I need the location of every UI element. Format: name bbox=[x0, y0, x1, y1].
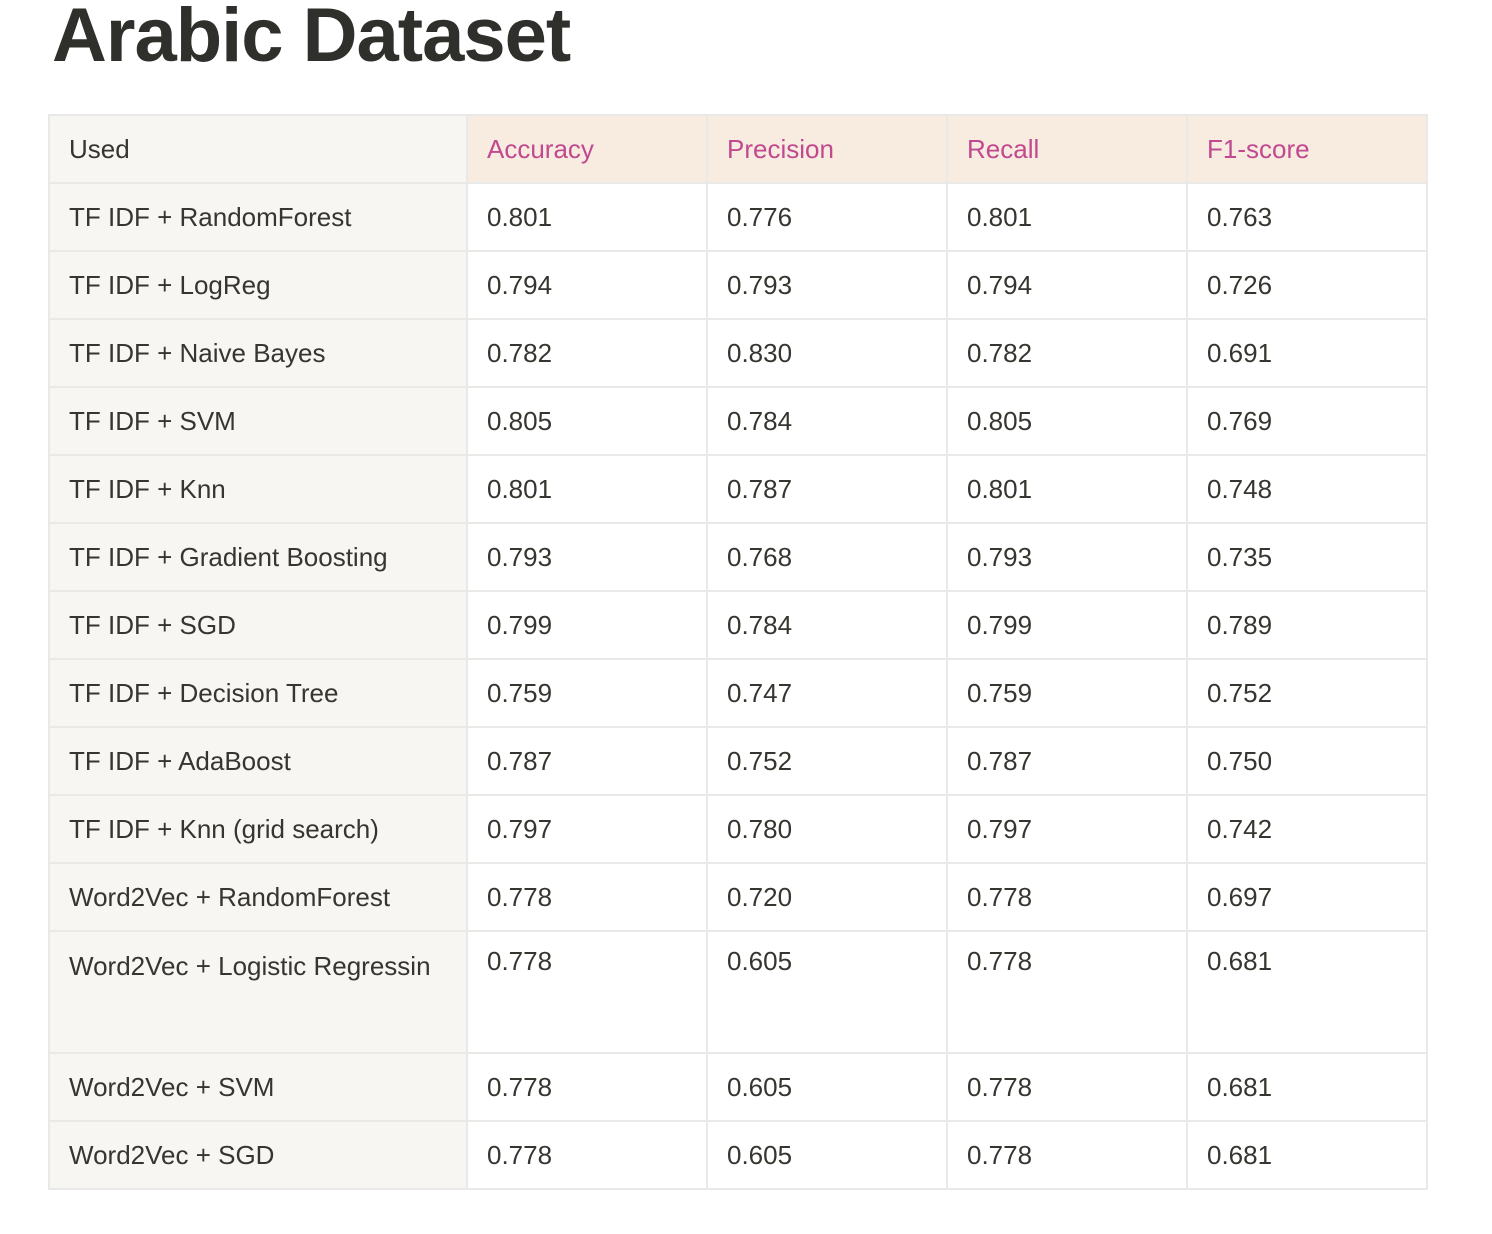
cell-f1-score[interactable]: 0.742 bbox=[1186, 794, 1428, 864]
cell-f1-score[interactable]: 0.726 bbox=[1186, 250, 1428, 320]
table-row: TF IDF + Knn (grid search) 0.797 0.780 0.79… bbox=[48, 794, 1428, 864]
cell-f1-score[interactable]: 0.691 bbox=[1186, 318, 1428, 388]
table-row: TF IDF + LogReg 0.794 0.793 0.794 0.726 bbox=[48, 250, 1428, 320]
cell-precision[interactable]: 0.784 bbox=[706, 386, 948, 456]
table-header-row: Used Accuracy Precision Recall F1-score bbox=[48, 114, 1428, 184]
cell-precision[interactable]: 0.605 bbox=[706, 930, 948, 1054]
column-header-used[interactable]: Used bbox=[48, 114, 468, 184]
cell-accuracy[interactable]: 0.799 bbox=[466, 590, 708, 660]
cell-recall[interactable]: 0.778 bbox=[946, 862, 1188, 932]
cell-accuracy[interactable]: 0.801 bbox=[466, 454, 708, 524]
cell-recall[interactable]: 0.801 bbox=[946, 182, 1188, 252]
cell-accuracy[interactable]: 0.778 bbox=[466, 1052, 708, 1122]
cell-recall[interactable]: 0.778 bbox=[946, 1120, 1188, 1190]
cell-method[interactable]: TF IDF + LogReg bbox=[48, 250, 468, 320]
cell-precision[interactable]: 0.752 bbox=[706, 726, 948, 796]
cell-recall[interactable]: 0.794 bbox=[946, 250, 1188, 320]
cell-method[interactable]: Word2Vec + SGD bbox=[48, 1120, 468, 1190]
table-row: TF IDF + AdaBoost 0.787 0.752 0.787 0.750 bbox=[48, 726, 1428, 796]
cell-recall[interactable]: 0.778 bbox=[946, 930, 1188, 1054]
cell-precision[interactable]: 0.768 bbox=[706, 522, 948, 592]
cell-precision[interactable]: 0.793 bbox=[706, 250, 948, 320]
column-header-recall[interactable]: Recall bbox=[946, 114, 1188, 184]
cell-f1-score[interactable]: 0.681 bbox=[1186, 1052, 1428, 1122]
table-row: Word2Vec + RandomForest 0.778 0.720 0.778 0.… bbox=[48, 862, 1428, 932]
cell-precision[interactable]: 0.720 bbox=[706, 862, 948, 932]
cell-accuracy[interactable]: 0.778 bbox=[466, 862, 708, 932]
cell-recall[interactable]: 0.782 bbox=[946, 318, 1188, 388]
cell-f1-score[interactable]: 0.681 bbox=[1186, 930, 1428, 1054]
cell-accuracy[interactable]: 0.759 bbox=[466, 658, 708, 728]
cell-recall[interactable]: 0.799 bbox=[946, 590, 1188, 660]
cell-f1-score[interactable]: 0.769 bbox=[1186, 386, 1428, 456]
cell-f1-score[interactable]: 0.763 bbox=[1186, 182, 1428, 252]
cell-recall[interactable]: 0.801 bbox=[946, 454, 1188, 524]
cell-precision[interactable]: 0.784 bbox=[706, 590, 948, 660]
cell-method[interactable]: Word2Vec + SVM bbox=[48, 1052, 468, 1122]
cell-method[interactable]: Word2Vec + RandomForest bbox=[48, 862, 468, 932]
cell-method[interactable]: TF IDF + SGD bbox=[48, 590, 468, 660]
cell-accuracy[interactable]: 0.782 bbox=[466, 318, 708, 388]
table-row: TF IDF + RandomForest 0.801 0.776 0.801 0.76… bbox=[48, 182, 1428, 252]
cell-f1-score[interactable]: 0.752 bbox=[1186, 658, 1428, 728]
table-row: Word2Vec + Logistic Regressin 0.778 0.605 0… bbox=[48, 930, 1428, 1054]
cell-recall[interactable]: 0.805 bbox=[946, 386, 1188, 456]
cell-precision[interactable]: 0.605 bbox=[706, 1052, 948, 1122]
cell-recall[interactable]: 0.797 bbox=[946, 794, 1188, 864]
cell-recall[interactable]: 0.787 bbox=[946, 726, 1188, 796]
cell-method[interactable]: TF IDF + Gradient Boosting bbox=[48, 522, 468, 592]
cell-accuracy[interactable]: 0.778 bbox=[466, 930, 708, 1054]
cell-method[interactable]: TF IDF + AdaBoost bbox=[48, 726, 468, 796]
cell-recall[interactable]: 0.759 bbox=[946, 658, 1188, 728]
table-row: TF IDF + SVM 0.805 0.784 0.805 0.769 bbox=[48, 386, 1428, 456]
column-header-precision[interactable]: Precision bbox=[706, 114, 948, 184]
cell-accuracy[interactable]: 0.797 bbox=[466, 794, 708, 864]
cell-precision[interactable]: 0.787 bbox=[706, 454, 948, 524]
cell-precision[interactable]: 0.830 bbox=[706, 318, 948, 388]
table-row: TF IDF + Gradient Boosting 0.793 0.768 0.79… bbox=[48, 522, 1428, 592]
cell-precision[interactable]: 0.747 bbox=[706, 658, 948, 728]
cell-f1-score[interactable]: 0.697 bbox=[1186, 862, 1428, 932]
cell-f1-score[interactable]: 0.735 bbox=[1186, 522, 1428, 592]
column-header-accuracy[interactable]: Accuracy bbox=[466, 114, 708, 184]
table-row: TF IDF + Knn 0.801 0.787 0.801 0.748 bbox=[48, 454, 1428, 524]
cell-precision[interactable]: 0.780 bbox=[706, 794, 948, 864]
cell-precision[interactable]: 0.776 bbox=[706, 182, 948, 252]
cell-f1-score[interactable]: 0.750 bbox=[1186, 726, 1428, 796]
cell-method[interactable]: TF IDF + Knn (grid search) bbox=[48, 794, 468, 864]
cell-method[interactable]: TF IDF + RandomForest bbox=[48, 182, 468, 252]
cell-recall[interactable]: 0.793 bbox=[946, 522, 1188, 592]
cell-f1-score[interactable]: 0.789 bbox=[1186, 590, 1428, 660]
cell-accuracy[interactable]: 0.787 bbox=[466, 726, 708, 796]
table-body: TF IDF + RandomForest 0.801 0.776 0.801 0.76… bbox=[48, 182, 1428, 1190]
cell-f1-score[interactable]: 0.681 bbox=[1186, 1120, 1428, 1190]
column-header-f1-score[interactable]: F1-score bbox=[1186, 114, 1428, 184]
table-row: TF IDF + Naive Bayes 0.782 0.830 0.782 0.691 bbox=[48, 318, 1428, 388]
cell-accuracy[interactable]: 0.778 bbox=[466, 1120, 708, 1190]
cell-method[interactable]: TF IDF + Decision Tree bbox=[48, 658, 468, 728]
cell-accuracy[interactable]: 0.793 bbox=[466, 522, 708, 592]
cell-f1-score[interactable]: 0.748 bbox=[1186, 454, 1428, 524]
cell-accuracy[interactable]: 0.794 bbox=[466, 250, 708, 320]
table-row: TF IDF + Decision Tree 0.759 0.747 0.759 0.7… bbox=[48, 658, 1428, 728]
cell-method[interactable]: TF IDF + Naive Bayes bbox=[48, 318, 468, 388]
cell-method[interactable]: TF IDF + SVM bbox=[48, 386, 468, 456]
page-title: Arabic Dataset bbox=[52, 0, 571, 78]
cell-accuracy[interactable]: 0.801 bbox=[466, 182, 708, 252]
cell-accuracy[interactable]: 0.805 bbox=[466, 386, 708, 456]
cell-precision[interactable]: 0.605 bbox=[706, 1120, 948, 1190]
results-table: Used Accuracy Precision Recall F1-score … bbox=[48, 114, 1428, 1190]
cell-recall[interactable]: 0.778 bbox=[946, 1052, 1188, 1122]
cell-method[interactable]: TF IDF + Knn bbox=[48, 454, 468, 524]
table-row: Word2Vec + SVM 0.778 0.605 0.778 0.681 bbox=[48, 1052, 1428, 1122]
table-row: TF IDF + SGD 0.799 0.784 0.799 0.789 bbox=[48, 590, 1428, 660]
table-row: Word2Vec + SGD 0.778 0.605 0.778 0.681 bbox=[48, 1120, 1428, 1190]
cell-method[interactable]: Word2Vec + Logistic Regressin bbox=[48, 930, 468, 1054]
